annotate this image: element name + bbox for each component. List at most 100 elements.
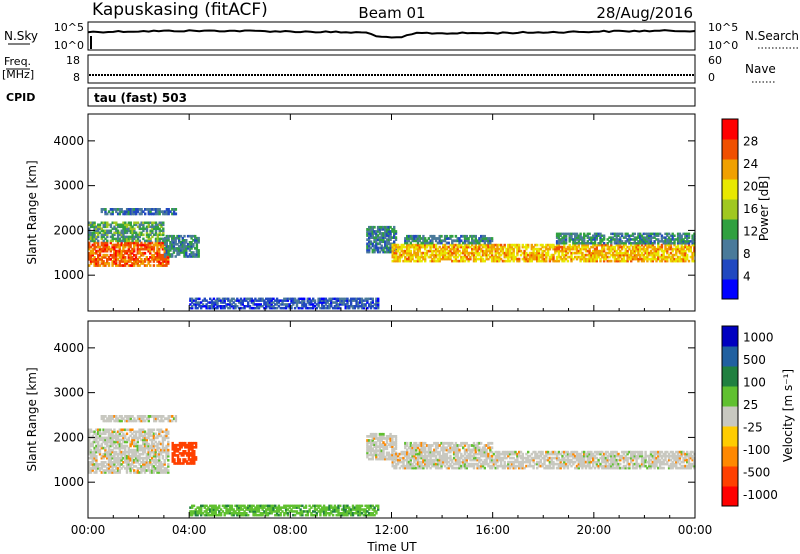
data-cell: [465, 460, 468, 464]
data-cell: [104, 436, 107, 440]
data-cell: [366, 453, 369, 457]
data-cell: [118, 253, 121, 257]
data-cell: [321, 299, 324, 302]
data-cell: [366, 297, 369, 301]
data-cell: [686, 253, 689, 257]
data-cell: [425, 464, 429, 468]
data-cell: [406, 237, 409, 240]
data-cell: [129, 231, 132, 235]
data-cell: [183, 234, 186, 238]
data-cell: [125, 459, 129, 462]
data-cell: [107, 258, 111, 261]
data-cell: [519, 253, 523, 257]
data-cell: [664, 240, 667, 243]
data-cell: [88, 471, 91, 474]
data-cell: [167, 469, 170, 472]
data-cell: [321, 306, 324, 310]
data-cell: [308, 306, 311, 310]
data-cell: [555, 462, 559, 466]
data-cell: [127, 446, 130, 450]
data-cell: [693, 240, 696, 243]
data-cell: [602, 238, 606, 241]
data-cell: [635, 243, 638, 247]
data-cell: [541, 255, 544, 259]
data-cell: [138, 456, 141, 460]
data-cell: [376, 228, 380, 231]
data-cell: [385, 246, 389, 250]
data-cell: [156, 245, 159, 249]
data-cell: [194, 253, 197, 256]
data-cell: [434, 259, 438, 263]
data-cell: [150, 446, 154, 450]
data-cell: [197, 239, 200, 242]
data-cell: [277, 305, 281, 308]
data-cell: [597, 243, 600, 247]
data-cell: [131, 249, 134, 253]
data-cell: [684, 232, 687, 236]
data-cell: [541, 452, 544, 456]
data-cell: [595, 232, 598, 236]
data-cell: [118, 208, 122, 211]
data-cell: [384, 236, 387, 239]
data-cell: [610, 247, 613, 251]
data-cell: [173, 454, 176, 457]
data-cell: [393, 449, 396, 453]
data-cell: [171, 452, 174, 455]
data-cell: [385, 232, 389, 235]
data-cell: [389, 246, 392, 250]
data-cell: [89, 456, 93, 460]
data-cell: [404, 450, 407, 454]
data-cell: [611, 236, 615, 239]
data-cell: [149, 430, 152, 434]
data-cell: [395, 259, 398, 263]
data-cell: [180, 454, 183, 457]
data-cell: [158, 442, 161, 446]
data-cell: [675, 247, 678, 251]
data-cell: [597, 253, 600, 257]
data-cell: [451, 239, 454, 243]
data-cell: [610, 242, 613, 245]
data-cell: [158, 256, 161, 259]
data-cell: [530, 253, 533, 257]
data-cell: [382, 225, 385, 229]
data-cell: [525, 456, 528, 460]
data-cell: [651, 245, 654, 249]
data-cell: [230, 297, 234, 301]
data-cell: [147, 210, 150, 214]
data-cell: [133, 461, 136, 464]
data-cell: [579, 238, 582, 241]
data-cell: [642, 259, 645, 263]
data-cell: [680, 236, 683, 239]
data-cell: [458, 243, 461, 247]
data-cell: [91, 452, 94, 456]
data-cell: [97, 436, 100, 440]
data-cell: [557, 450, 561, 454]
data-cell: [104, 225, 107, 229]
data-cell: [135, 212, 138, 216]
data-cell: [156, 467, 159, 470]
data-cell: [127, 249, 130, 253]
data-cell: [178, 251, 181, 254]
data-cell: [143, 241, 147, 245]
data-cell: [161, 241, 165, 245]
data-cell: [286, 305, 290, 308]
data-cell: [613, 249, 617, 253]
data-cell: [400, 450, 403, 454]
data-cell: [579, 460, 582, 464]
data-cell: [268, 306, 272, 310]
data-cell: [107, 467, 111, 470]
data-cell: [393, 234, 396, 237]
data-cell: [134, 262, 138, 265]
freq-label: Freq.: [4, 55, 31, 68]
data-cell: [420, 460, 423, 464]
data-cell: [138, 233, 141, 237]
data-cell: [380, 232, 383, 235]
data-cell: [165, 243, 168, 246]
data-cell: [420, 456, 423, 460]
data-cell: [516, 464, 519, 468]
data-cell: [611, 232, 615, 236]
data-cell: [593, 255, 597, 259]
data-cell: [458, 462, 461, 466]
data-cell: [530, 251, 533, 255]
data-cell: [152, 264, 156, 267]
